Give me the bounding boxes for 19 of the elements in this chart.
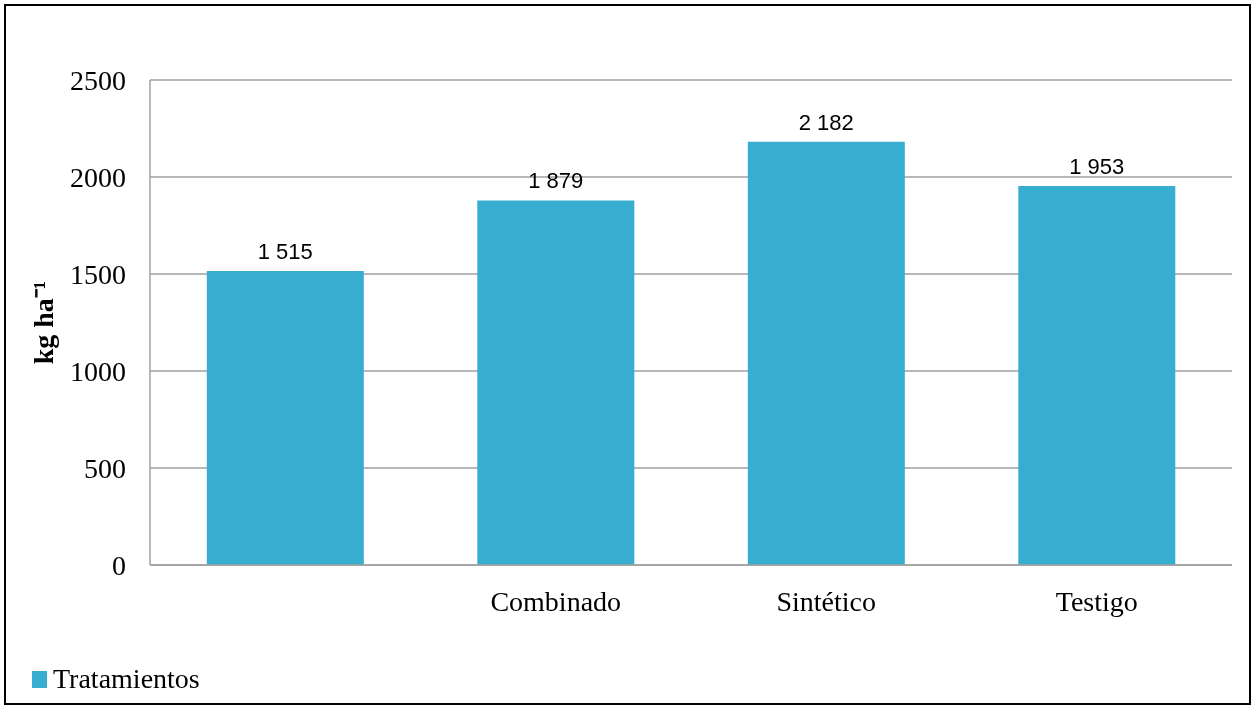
- y-tick-label: 2000: [70, 161, 126, 193]
- y-tick-label: 1500: [70, 258, 126, 290]
- y-axis-title: kg ha⁻¹: [27, 280, 59, 365]
- x-tick-label: Combinado: [490, 585, 622, 617]
- bar: [747, 141, 905, 565]
- bar: [477, 200, 635, 565]
- data-label: 1 515: [257, 239, 313, 265]
- y-tick-label: 1000: [70, 355, 126, 387]
- data-label: 2 182: [798, 109, 854, 135]
- x-tick-label: Testigo: [1055, 585, 1138, 617]
- bar: [1018, 186, 1176, 565]
- y-tick-label: 0: [112, 549, 126, 581]
- data-label: 1 879: [528, 168, 584, 194]
- x-tick-label: Sintético: [776, 585, 877, 617]
- legend-label: Tratamientos: [53, 662, 200, 696]
- bar: [206, 271, 364, 565]
- data-label: 1 953: [1069, 154, 1125, 180]
- y-tick-label: 2500: [70, 64, 126, 96]
- y-tick-label: 500: [84, 452, 126, 484]
